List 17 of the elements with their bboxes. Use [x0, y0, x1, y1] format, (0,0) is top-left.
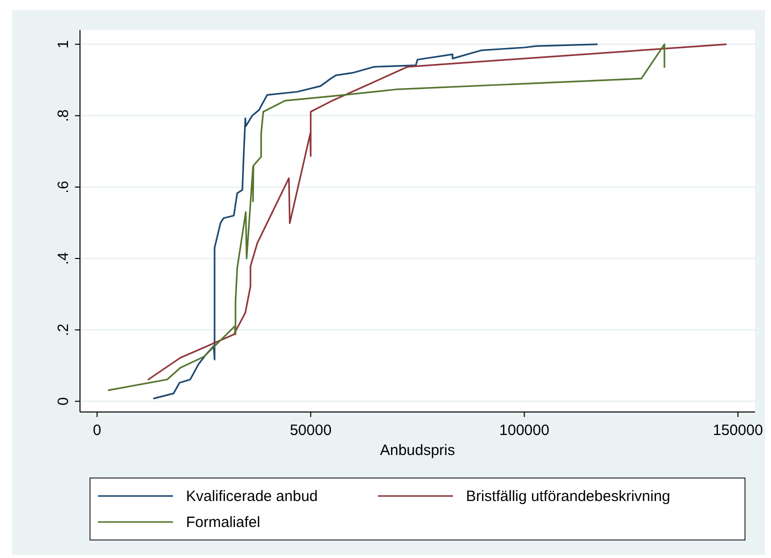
- x-tick-label: 100000: [499, 422, 550, 439]
- line-series: [108, 43, 666, 392]
- legend-label: Kvalificerade anbud: [186, 488, 318, 505]
- x-tick-label: 0: [92, 422, 102, 439]
- line-series: [153, 43, 598, 400]
- legend-label: Formaliafel: [186, 514, 260, 531]
- y-tick-label: .6: [55, 180, 72, 194]
- x-tick-label: 150000: [712, 422, 763, 439]
- line-series: [148, 43, 727, 380]
- y-tick-label: 0: [55, 397, 72, 406]
- x-axis-title: Anbudspris: [380, 442, 456, 459]
- legend-label: Bristfällig utförandebeskrivning: [466, 488, 670, 505]
- y-tick-label: .8: [55, 109, 72, 122]
- y-tick-label: 1: [55, 40, 72, 48]
- y-tick-label: .2: [55, 324, 72, 336]
- x-tick-label: 50000: [290, 422, 332, 439]
- y-tick-label: .4: [55, 252, 72, 265]
